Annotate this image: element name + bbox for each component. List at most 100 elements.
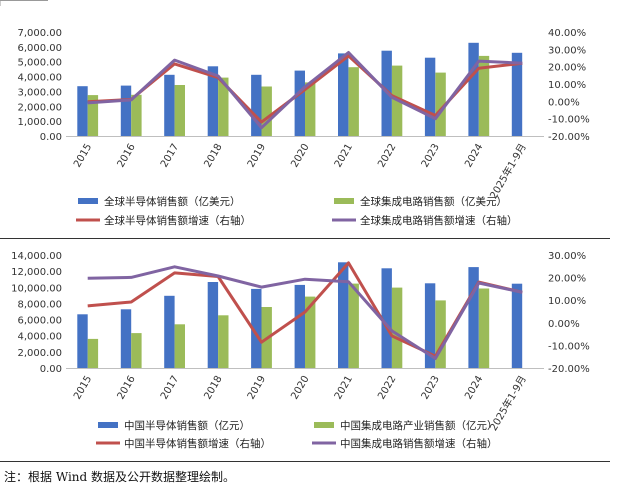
y-left-tick-label: 0.00 [40, 364, 62, 375]
y-left-tick-label: 6,000.00 [17, 43, 62, 54]
bar-semiconductor [164, 295, 175, 368]
x-tick-label: 2017 [159, 374, 181, 402]
y-left-tick-label: 5,000.00 [17, 58, 62, 69]
y-left-tick-label: 14,000.00 [11, 251, 62, 262]
bar-ic [174, 324, 185, 368]
y-right-tick-label: -10.00% [548, 341, 590, 352]
bar-ic [348, 67, 359, 136]
x-tick-label: 2021 [333, 142, 355, 170]
bar-semiconductor [511, 52, 523, 136]
bar-semiconductor [164, 74, 175, 136]
bar-semiconductor [468, 42, 479, 136]
y-left-tick-label: 1,000.00 [17, 117, 62, 128]
line-ic-growth [87, 51, 523, 130]
bar-ic [87, 95, 99, 136]
x-tick-label: 2022 [376, 374, 398, 402]
bar-ic [131, 94, 142, 136]
y-left-tick-label: 7,000.00 [17, 28, 62, 39]
y-left-tick-label: 3,000.00 [17, 87, 62, 98]
bar-semiconductor [294, 284, 305, 368]
bar-ic [348, 283, 359, 368]
legend-label: 全球半导体销售额（亿美元） [104, 195, 241, 208]
y-left-tick-label: 0.00 [40, 132, 62, 143]
y-left-tick-label: 2,000.00 [17, 102, 62, 113]
x-tick-label: 2021 [333, 374, 355, 402]
legend-label: 全球集成电路销售额增速（右轴） [360, 214, 518, 227]
y-right-tick-label: 20.00% [548, 274, 586, 285]
y-right-tick-label: -10.00% [548, 115, 590, 126]
bar-ic [305, 82, 316, 136]
bar-ic [174, 85, 185, 136]
x-tick-label: 2018 [202, 374, 224, 402]
x-tick-label: 2023 [420, 142, 442, 170]
y-left-tick-label: 10,000.00 [11, 283, 62, 294]
legend-label: 中国集成电路产业销售额（亿元） [340, 419, 498, 432]
bar-semiconductor [251, 74, 262, 136]
chart-global-semiconductor: 0.00 1,000.00 2,000.00 3,000.00 4,000.00 5,00… [17, 28, 589, 201]
y-left-tick-label: 4,000.00 [17, 73, 62, 84]
legend-swatch [314, 422, 334, 428]
legend-global: 全球半导体销售额（亿美元） 全球集成电路销售额（亿美元） 全球半导体销售额增速（右轴… [76, 195, 518, 227]
legend-swatch [98, 422, 118, 428]
bar-semiconductor [77, 86, 88, 136]
legend-label: 全球半导体销售额增速（右轴） [104, 214, 251, 227]
x-tick-label: 2017 [159, 142, 181, 170]
bar-semiconductor [381, 268, 392, 368]
x-tick-label: 2023 [420, 374, 442, 402]
bar-ic [218, 77, 229, 136]
bar-ic [131, 333, 142, 368]
x-tick-label: 2022 [376, 142, 398, 170]
bar-ic [478, 55, 490, 136]
bar-semiconductor [338, 262, 349, 368]
y-left-tick-label: 4,000.00 [17, 332, 62, 343]
source-note: 注：根据 Wind 数据及公开数据整理绘制。 [4, 470, 236, 484]
x-tick-label: 2020 [289, 142, 311, 170]
y-right-tick-label: -20.00% [548, 364, 590, 375]
legend-label: 中国半导体销售额（亿元） [124, 419, 250, 432]
y-right-tick-label: 10.00% [548, 296, 586, 307]
bar-semiconductor [511, 283, 523, 368]
bar-ic [87, 338, 99, 368]
legend-label: 全球集成电路销售额（亿美元） [360, 195, 507, 208]
x-tick-label: 2015 [72, 374, 94, 402]
legend-label: 中国集成电路销售额增速（右轴） [340, 437, 498, 450]
line-ic-growth [87, 265, 523, 360]
legend-label: 中国半导体销售额增速（右轴） [124, 437, 271, 450]
bar-ic [435, 300, 446, 368]
legend-swatch [78, 198, 98, 204]
x-tick-label: 2015 [72, 142, 94, 170]
y-right-tick-label: 40.00% [548, 28, 586, 39]
bar-ic [305, 296, 316, 368]
bar-semiconductor [120, 309, 132, 368]
x-tick-label: 2016 [116, 374, 138, 402]
bar-semiconductor [468, 267, 479, 368]
x-tick-label: 2020 [289, 374, 311, 402]
bar-ic [261, 86, 272, 136]
bar-semiconductor [207, 66, 219, 136]
x-tick-label: 2024 [463, 142, 485, 170]
bar-semiconductor [77, 314, 88, 368]
bar-semiconductor [338, 53, 349, 136]
bar-semiconductor [120, 85, 132, 136]
y-left-tick-label: 12,000.00 [11, 267, 62, 278]
y-right-tick-label: 0.00% [548, 319, 580, 330]
legend-swatch [334, 198, 354, 204]
x-tick-label: 2016 [116, 142, 138, 170]
bar-semiconductor [251, 288, 262, 368]
x-tick-label: 2025年1-9月 [487, 141, 529, 201]
y-right-tick-label: 0.00% [548, 97, 580, 108]
y-left-tick-label: 8,000.00 [17, 299, 62, 310]
bar-semiconductor [424, 283, 436, 369]
y-right-tick-label: 30.00% [548, 251, 586, 262]
bar-ic [218, 315, 229, 368]
x-tick-label: 2024 [463, 374, 485, 402]
bar-ic [391, 287, 403, 368]
chart-china-semiconductor: 0.00 2,000.00 4,000.00 6,000.00 8,000.00 10,0… [11, 251, 590, 433]
bar-semiconductor [207, 282, 219, 368]
y-left-tick-label: 6,000.00 [17, 316, 62, 327]
x-tick-label: 2019 [246, 142, 268, 170]
x-tick-label: 2018 [202, 142, 224, 170]
bar-semiconductor [294, 70, 305, 136]
legend-china: 中国半导体销售额（亿元） 中国集成电路产业销售额（亿元） 中国半导体销售额增速（右轴… [96, 419, 498, 450]
